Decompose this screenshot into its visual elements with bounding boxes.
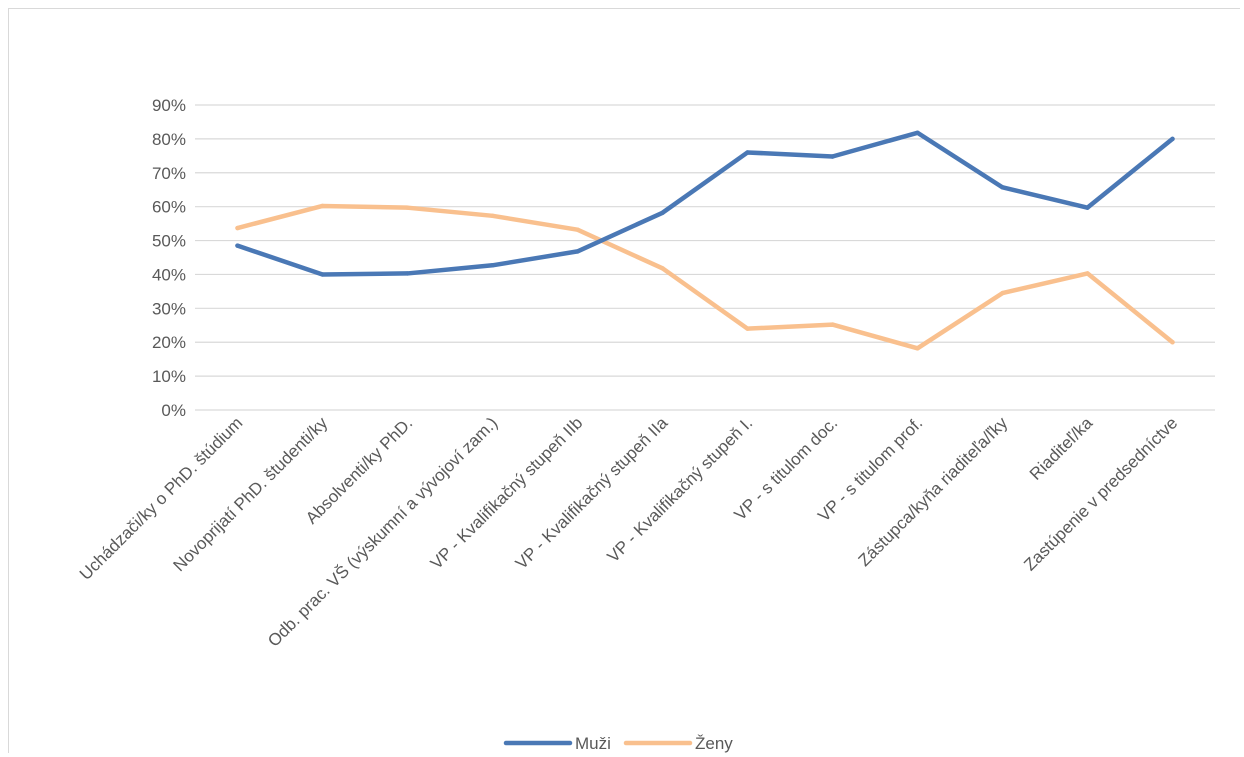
- legend: Muži Ženy: [503, 734, 733, 753]
- data-point: [1000, 185, 1005, 190]
- y-tick-label: 50%: [152, 232, 186, 251]
- series-line-muzi: [235, 130, 1175, 277]
- y-tick-label: 0%: [161, 401, 186, 420]
- data-point: [830, 322, 835, 327]
- data-point: [915, 346, 920, 351]
- data-point: [745, 150, 750, 155]
- y-tick-label: 10%: [152, 367, 186, 386]
- y-tick-label: 70%: [152, 164, 186, 183]
- series-lines: [235, 130, 1175, 351]
- legend-label: Ženy: [695, 734, 733, 753]
- gridlines: [195, 104, 1215, 411]
- series-line-zeny: [235, 203, 1175, 351]
- data-point: [830, 154, 835, 159]
- data-point: [1170, 340, 1175, 345]
- data-point: [320, 272, 325, 277]
- data-point: [405, 205, 410, 210]
- y-tick-label: 40%: [152, 265, 186, 284]
- y-tick-label: 20%: [152, 333, 186, 352]
- data-point: [490, 263, 495, 268]
- x-category-label: Riaditeľ/ka: [1026, 413, 1097, 484]
- data-point: [575, 249, 580, 254]
- data-point: [915, 130, 920, 135]
- data-point: [1085, 271, 1090, 276]
- data-point: [660, 266, 665, 271]
- y-tick-label: 60%: [152, 198, 186, 217]
- data-point: [405, 271, 410, 276]
- data-point: [575, 227, 580, 232]
- data-point: [1170, 136, 1175, 142]
- x-category-label: VP - Kvalifikačný stupeň I.: [603, 413, 756, 566]
- x-category-label: VP - Kvalifikačný stupeň IIb: [427, 413, 587, 573]
- data-point: [235, 225, 240, 231]
- x-category-label: Zástupca/kyňa riaditeľa/ľky: [855, 413, 1012, 570]
- y-tick-label: 30%: [152, 299, 186, 318]
- legend-label: Muži: [575, 734, 611, 753]
- x-category-label: Uchádzači/ky o PhD. štúdium: [76, 413, 246, 583]
- y-axis-tick-labels: 0% 10% 20% 30% 40% 50% 60% 70% 80% 90%: [152, 96, 186, 420]
- data-point: [660, 210, 665, 215]
- x-category-label: VP - Kvalifikačný stupeň IIa: [512, 413, 672, 573]
- data-point: [1000, 290, 1005, 296]
- data-point: [320, 203, 325, 209]
- y-tick-label: 80%: [152, 130, 186, 149]
- y-tick-label: 90%: [152, 96, 186, 115]
- x-category-label: Zastúpenie v predsedníctve: [1020, 413, 1181, 574]
- data-point: [490, 213, 495, 219]
- x-category-label: Novoprijatí PhD. študenti/ky: [170, 413, 332, 575]
- data-point: [1085, 205, 1090, 210]
- data-point: [745, 326, 750, 331]
- data-point: [235, 243, 240, 248]
- chart-frame: [8, 8, 1240, 753]
